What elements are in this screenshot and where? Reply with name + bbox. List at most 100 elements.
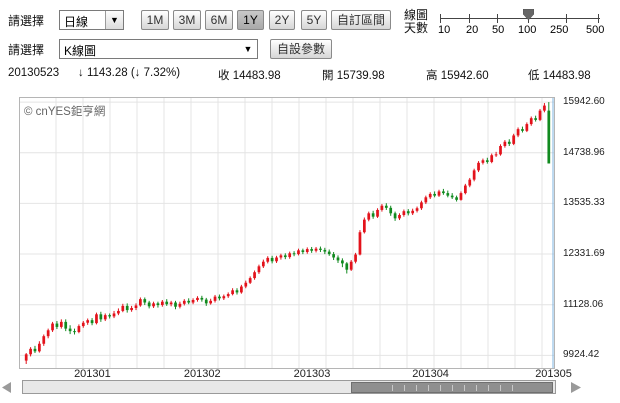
scroll-left-icon[interactable] (2, 382, 12, 393)
range-button-1m[interactable]: 1M (141, 10, 169, 30)
candle-down (433, 193, 436, 196)
ma-option-250[interactable]: 250 (550, 24, 569, 36)
custom-range-button[interactable]: 自訂區間 (331, 10, 391, 30)
candle-up (529, 118, 533, 125)
candle-up (358, 232, 362, 255)
quote-high: 高 15942.60 (426, 70, 489, 82)
ma-option-50[interactable]: 50 (492, 24, 505, 36)
candle-up (152, 303, 155, 307)
candle-up (297, 250, 300, 255)
thumb-grip (488, 385, 489, 391)
candle-down (521, 129, 524, 131)
candle-up (29, 348, 32, 355)
chevron-down-icon[interactable]: ▼ (105, 11, 123, 29)
candle-up (59, 321, 63, 327)
candle-up (257, 266, 261, 273)
candle-down (323, 249, 327, 252)
range-button-3m[interactable]: 3M (173, 10, 201, 30)
candle-up (477, 162, 480, 171)
chart-type-select[interactable]: K線圖 ▼ (59, 39, 258, 59)
y-tick-label: 9924.42 (563, 349, 600, 361)
ma-option-500[interactable]: 500 (586, 24, 605, 36)
candle-up (402, 211, 406, 215)
candle-up (178, 303, 182, 307)
candle-down (90, 320, 94, 324)
candle-down (33, 348, 37, 352)
candle-up (516, 129, 520, 136)
candle-up (349, 261, 353, 270)
y-tick-label: 13535.33 (563, 197, 605, 209)
range-button-2y[interactable]: 2Y (269, 10, 295, 30)
scroll-right-icon[interactable] (571, 382, 581, 393)
range-button-5y[interactable]: 5Y (301, 10, 327, 30)
candle-down (108, 315, 111, 317)
candle-up (503, 141, 507, 146)
candle-up (46, 330, 50, 337)
candle-up (411, 210, 415, 214)
candle-down (406, 211, 410, 214)
candle-up (244, 282, 248, 287)
candle-down (73, 331, 76, 333)
candlestick-chart[interactable]: © cnYES鉅亨網 (19, 97, 555, 369)
candle-up (130, 307, 133, 311)
candle-down (336, 257, 340, 261)
candle-up (499, 145, 502, 155)
candle-up (86, 320, 90, 323)
candle-up (468, 179, 472, 186)
candle-up (464, 185, 467, 194)
candle-up (77, 326, 81, 332)
candle-up (38, 343, 41, 352)
candle-up (226, 294, 230, 297)
ma-option-100[interactable]: 100 (518, 24, 537, 36)
slider-tick (497, 14, 498, 23)
candle-down (218, 296, 221, 299)
thumb-grip (464, 385, 465, 391)
candle-up (182, 300, 186, 304)
candle-down (507, 141, 511, 144)
candle-down (143, 299, 147, 303)
ma-label-line: 線圖 (404, 8, 429, 22)
candle-up (196, 297, 199, 300)
candle-down (319, 248, 322, 250)
candle-down (534, 118, 537, 120)
quote-open: 開 15739.98 (322, 70, 385, 82)
candle-down (125, 305, 129, 311)
chart-plot-area (20, 98, 554, 368)
candle-up (279, 255, 283, 258)
range-button-6m[interactable]: 6M (205, 10, 233, 30)
custom-params-button[interactable]: 自設參數 (270, 39, 332, 59)
candle-down (446, 193, 450, 196)
candle-up (42, 336, 46, 344)
candle-up (213, 296, 217, 301)
scrollbar-thumb[interactable] (351, 382, 553, 393)
chart-range-scrollbar[interactable] (22, 380, 556, 394)
candle-down (174, 302, 177, 307)
ma-option-10[interactable]: 10 (438, 24, 451, 36)
quote-date: 20130523 (8, 67, 60, 79)
candle-down (283, 255, 287, 258)
candle-down (450, 195, 454, 198)
candle-up (24, 354, 28, 361)
slider-thumb-icon[interactable] (523, 9, 534, 21)
x-tick-label: 201303 (293, 368, 331, 380)
candle-up (481, 160, 485, 163)
ma-days-slider[interactable] (440, 9, 605, 23)
candle-up (490, 155, 494, 162)
range-button-1y[interactable]: 1Y (237, 10, 264, 30)
chevron-down-icon[interactable]: ▼ (239, 40, 257, 58)
candle-down (235, 290, 239, 293)
period-select[interactable]: 日線 ▼ (59, 10, 124, 30)
candle-up (288, 253, 292, 258)
quote-close: 收 14483.98 (218, 70, 281, 82)
thumb-grip (428, 385, 429, 391)
candle-up (51, 323, 54, 331)
candle-down (393, 213, 397, 219)
period-select-value: 日線 (64, 15, 89, 29)
slider-tick (469, 14, 470, 23)
x-tick-label: 201304 (412, 368, 449, 380)
y-tick-label: 15942.60 (563, 96, 605, 108)
candle-down (327, 251, 331, 255)
ma-option-20[interactable]: 20 (466, 24, 479, 36)
x-tick-label: 201305 (535, 368, 572, 380)
candle-down (345, 263, 349, 270)
